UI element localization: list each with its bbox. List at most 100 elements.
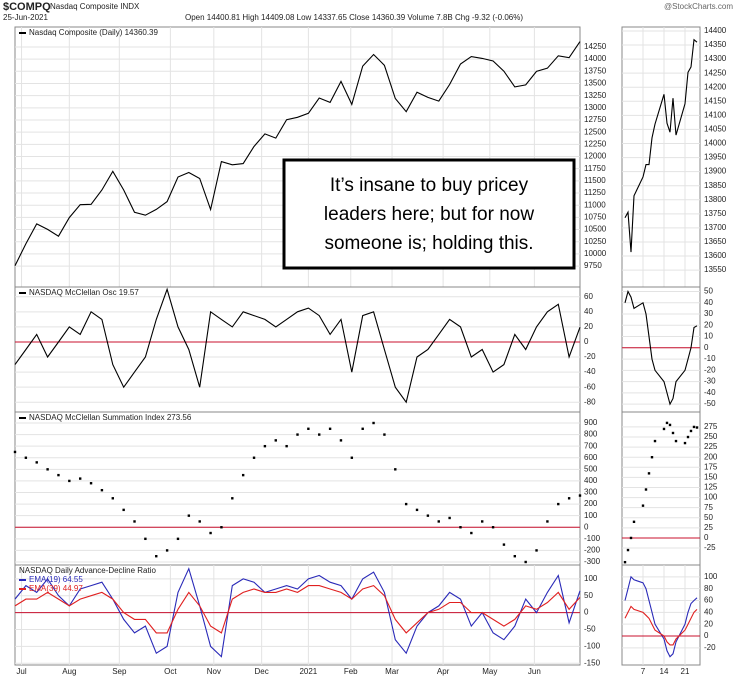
series-line <box>14 584 581 634</box>
y-tick-label: 100 <box>584 511 598 520</box>
x-tick-label: 7 <box>641 667 646 676</box>
y-tick-label: 14400 <box>704 26 727 35</box>
x-tick-label: Jun <box>528 667 541 676</box>
y-tick-label: 20 <box>584 322 593 331</box>
dot <box>513 554 517 558</box>
dot <box>415 508 419 512</box>
y-tick-label: 10500 <box>584 225 607 234</box>
y-tick-label: 40 <box>704 298 713 307</box>
dot <box>668 423 672 427</box>
x-tick-label: Oct <box>164 667 177 676</box>
y-tick-label: 13900 <box>704 167 727 176</box>
y-tick-label: 13550 <box>704 265 727 274</box>
dot <box>111 497 114 500</box>
dot <box>296 433 299 436</box>
y-tick-label: 14250 <box>704 68 727 77</box>
dot <box>502 543 506 546</box>
dot <box>57 473 60 477</box>
y-tick-label: 50 <box>584 591 593 600</box>
y-tick-label: 50 <box>704 287 713 296</box>
dot <box>241 473 245 477</box>
y-tick-label: 125 <box>704 483 718 492</box>
dot <box>662 427 666 431</box>
x-tick-label: Aug <box>62 667 76 676</box>
y-tick-label: 20 <box>704 320 713 329</box>
dot <box>361 427 364 430</box>
legend-label: EMA(39) 44.97 <box>29 584 83 593</box>
x-tick-label: 21 <box>681 667 690 676</box>
dot <box>274 439 277 442</box>
symbol: $COMPQ <box>3 1 51 13</box>
y-tick-label: 0 <box>584 337 589 346</box>
dot <box>647 472 651 475</box>
dot <box>644 488 648 491</box>
dot <box>459 526 462 529</box>
dot <box>383 433 386 436</box>
y-tick-label: 0 <box>704 343 709 352</box>
panel <box>621 26 701 288</box>
dot <box>133 520 136 523</box>
y-tick-label: 25 <box>704 523 713 532</box>
legend-label: NASDAQ McClellan Summation Index 273.56 <box>29 413 192 422</box>
series-line <box>14 567 581 658</box>
x-tick-label: Mar <box>385 667 399 676</box>
y-tick-label: 11000 <box>584 200 606 209</box>
dot <box>263 444 267 448</box>
dot <box>372 421 375 425</box>
y-tick-label: 80 <box>704 584 713 593</box>
y-tick-label: 13800 <box>704 195 727 204</box>
y-tick-label: 11500 <box>584 176 606 185</box>
dot <box>252 456 256 459</box>
index-name: Nasdaq Composite INDX <box>50 2 140 11</box>
legend-label: NASDAQ McClellan Osc 19.57 <box>29 288 139 297</box>
dot <box>437 520 440 523</box>
series-line <box>624 575 698 658</box>
dot <box>144 537 147 541</box>
dot <box>683 441 687 445</box>
dot <box>78 477 82 480</box>
y-tick-label: 14300 <box>704 54 727 63</box>
y-tick-label: 50 <box>704 513 713 522</box>
y-tick-label: 100 <box>584 574 598 583</box>
y-tick-label: -100 <box>584 534 601 543</box>
dot <box>24 456 28 459</box>
dot <box>307 427 310 430</box>
dot <box>626 548 630 552</box>
y-tick-label: 250 <box>704 432 718 441</box>
panel <box>14 411 581 566</box>
y-tick-label: 60 <box>704 596 713 605</box>
y-tick-label: 900 <box>584 418 598 427</box>
dot <box>481 520 484 523</box>
y-tick-label: -200 <box>584 546 601 555</box>
dot <box>285 444 288 448</box>
y-tick-label: 275 <box>704 422 718 431</box>
y-tick-label: 14250 <box>584 42 607 51</box>
y-tick-label: -80 <box>584 397 596 406</box>
dot <box>68 479 71 483</box>
y-tick-label: 200 <box>584 499 598 508</box>
y-tick-label: 10000 <box>584 249 607 258</box>
y-tick-label: 12000 <box>584 152 607 161</box>
y-tick-label: 10 <box>704 332 713 341</box>
dot <box>546 520 549 523</box>
y-tick-label: 13950 <box>704 153 727 162</box>
dot <box>524 560 527 564</box>
dot <box>689 429 693 433</box>
y-tick-label: 14100 <box>704 110 727 119</box>
x-tick-label: Nov <box>207 667 221 676</box>
y-tick-label: 150 <box>704 473 718 482</box>
y-tick-label: -40 <box>704 388 716 397</box>
y-tick-label: 12250 <box>584 139 607 148</box>
dot <box>350 456 354 459</box>
y-tick-label: 14200 <box>704 82 727 91</box>
y-tick-label: 13600 <box>704 251 727 260</box>
y-tick-label: 14000 <box>584 54 607 63</box>
x-tick-label: 2021 <box>299 667 317 676</box>
dot <box>198 520 201 523</box>
panel <box>14 286 581 413</box>
y-tick-label: 10250 <box>584 237 607 246</box>
panel <box>621 411 701 566</box>
y-tick-label: 11250 <box>584 188 606 197</box>
dot <box>318 433 321 436</box>
y-tick-label: -150 <box>584 658 601 667</box>
